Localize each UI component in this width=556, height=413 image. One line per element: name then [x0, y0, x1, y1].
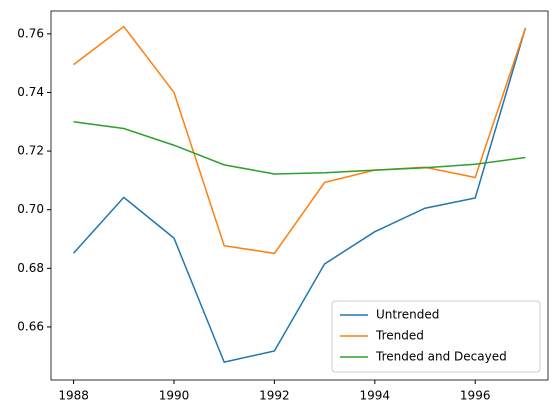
x-tick-label: 1992	[259, 389, 290, 403]
legend-label: Trended and Decayed	[375, 350, 507, 364]
legend-box	[331, 300, 541, 373]
x-tick-label: 1988	[58, 389, 89, 403]
y-tick-label: 0.70	[17, 202, 44, 216]
y-tick-label: 0.72	[17, 144, 44, 158]
x-tick-label: 1996	[460, 389, 491, 403]
legend-label: Trended	[375, 329, 424, 343]
line	[73, 25, 527, 255]
y-tick-label: 0.68	[17, 261, 44, 275]
x-tick-label: 1990	[159, 389, 190, 403]
y-tick-label: 0.74	[17, 85, 44, 99]
y-tick-label: 0.76	[17, 26, 44, 40]
x-tick-label: 1994	[360, 389, 391, 403]
line	[73, 27, 527, 363]
legend-label: Untrended	[376, 308, 439, 322]
y-tick-label: 0.66	[17, 319, 44, 333]
axes-frame	[50, 10, 549, 381]
line	[73, 121, 526, 175]
